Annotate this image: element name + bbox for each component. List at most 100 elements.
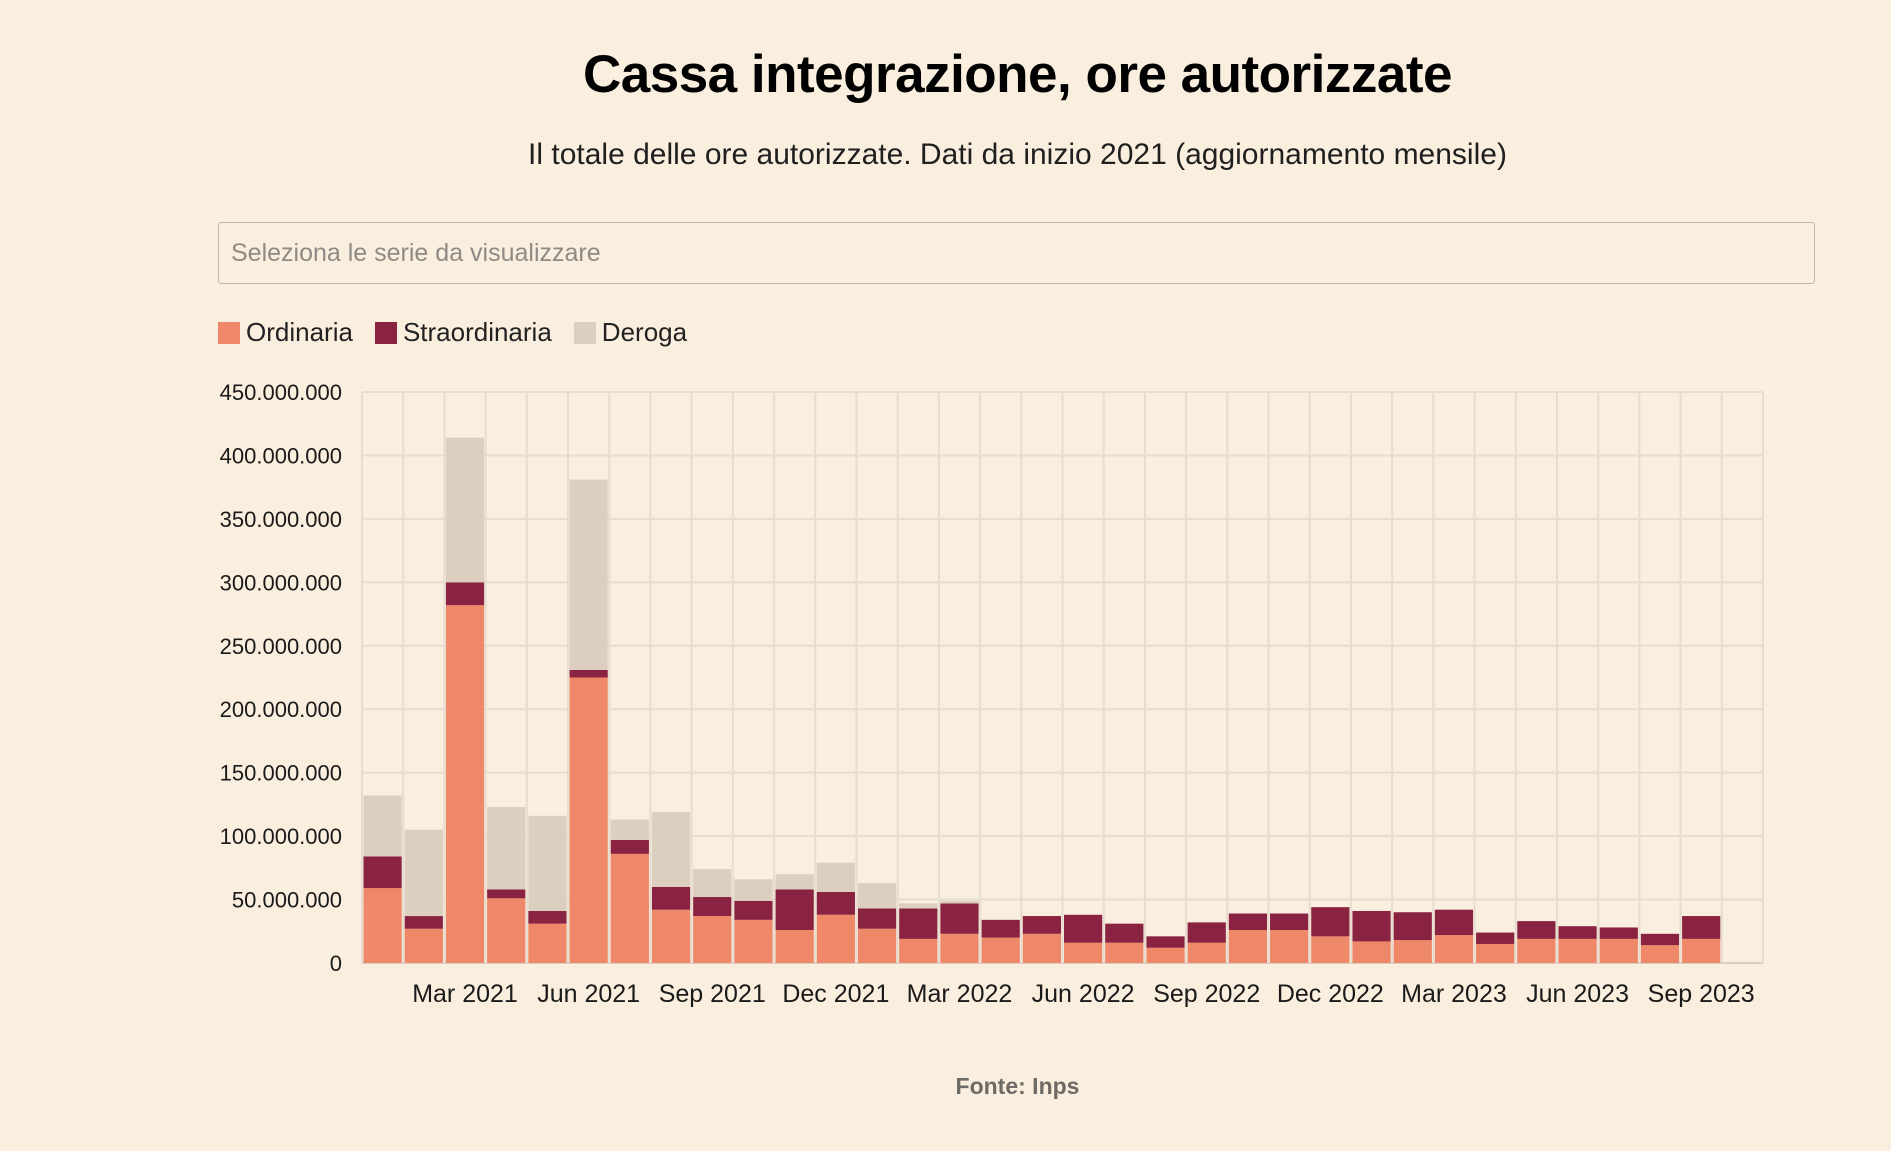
bar-straordinaria [1558,926,1597,939]
y-tick-label: 150.000.000 [220,761,342,786]
bar-deroga [940,900,979,904]
bar-ordinaria [1476,943,1515,963]
bar-deroga [775,874,814,890]
bar-ordinaria [857,928,897,963]
bar-ordinaria [693,916,732,963]
bar-straordinaria [1476,932,1515,944]
bar-ordinaria [404,928,443,963]
bar-ordinaria [1352,941,1391,963]
bar-deroga [734,879,773,901]
legend-label-straordinaria: Straordinaria [402,317,552,347]
bar-straordinaria [1517,921,1556,939]
bar-straordinaria [487,889,526,899]
bar-ordinaria [445,605,485,963]
x-tick-label: Mar 2023 [1401,980,1507,1008]
bar-ordinaria [1146,947,1185,963]
x-tick-label: Sep 2022 [1153,980,1260,1008]
bar-straordinaria [1682,916,1721,939]
bar-ordinaria [1682,938,1721,963]
bar-straordinaria [1434,909,1474,936]
legend-item-ordinaria[interactable]: Ordinaria [218,317,353,348]
bar-ordinaria [1228,930,1268,963]
x-tick-label: Jun 2023 [1526,980,1629,1008]
bar-straordinaria [651,886,691,910]
y-tick-label: 0 [330,951,342,976]
bar-deroga [899,903,938,909]
bar-ordinaria [1105,942,1144,963]
bar-straordinaria [1228,913,1268,931]
bar-straordinaria [1311,907,1350,937]
chart-subtitle: Il totale delle ore autorizzate. Dati da… [528,138,1507,171]
bar-straordinaria [445,582,485,606]
bar-ordinaria [1640,945,1680,963]
bar-straordinaria [734,900,773,920]
bar-deroga [569,479,608,670]
bar-ordinaria [363,888,402,963]
bar-ordinaria [816,914,855,963]
bar-straordinaria [569,669,608,678]
bar-deroga [445,437,485,583]
bar-ordinaria [528,923,567,963]
x-tick-label: Sep 2021 [659,980,766,1008]
bar-straordinaria [363,856,402,889]
bar-ordinaria [1270,930,1309,963]
bar-ordinaria [1434,935,1474,963]
y-tick-label: 100.000.000 [220,824,342,849]
bar-deroga [363,795,402,857]
bar-straordinaria [981,919,1020,938]
bar-deroga [651,812,691,887]
bar-straordinaria [1146,936,1185,948]
bar-ordinaria [569,677,608,963]
bar-straordinaria [899,908,938,939]
series-select-input[interactable] [218,222,1815,284]
bar-straordinaria [1270,913,1309,931]
bar-ordinaria [1599,938,1638,963]
bar-ordinaria [981,937,1020,963]
legend-item-straordinaria[interactable]: Straordinaria [374,317,552,348]
y-tick-label: 200.000.000 [220,697,342,722]
bar-straordinaria [610,839,649,854]
bar-straordinaria [940,903,979,934]
bar-straordinaria [1640,933,1680,946]
legend-item-deroga[interactable]: Deroga [573,317,688,348]
x-tick-label: Dec 2021 [782,980,889,1008]
bar-straordinaria [857,908,897,929]
bar-ordinaria [734,919,773,963]
y-tick-label: 400.000.000 [220,443,342,468]
bar-straordinaria [528,910,567,924]
y-tick-label: 50.000.000 [232,888,342,913]
bar-deroga [528,815,567,911]
bar-ordinaria [1064,942,1103,963]
source-note: Fonte: Inps [955,1073,1080,1099]
bar-ordinaria [1393,940,1432,963]
bar-ordinaria [775,930,814,963]
bar-straordinaria [1187,922,1226,943]
chart-legend: Ordinaria Straordinaria Deroga [218,317,709,348]
bar-straordinaria [1599,927,1638,939]
bar-straordinaria [816,891,855,915]
bar-ordinaria [1022,933,1061,963]
bar-ordinaria [1517,938,1556,963]
legend-label-ordinaria: Ordinaria [246,317,353,347]
bar-deroga [857,883,897,909]
x-tick-label: Jun 2022 [1032,980,1135,1008]
chart-title: Cassa integrazione, ore autorizzate [582,45,1453,104]
legend-label-deroga: Deroga [601,317,688,347]
bar-straordinaria [693,897,732,917]
bar-straordinaria [1393,912,1432,941]
bar-ordinaria [610,853,649,963]
bar-deroga [610,819,649,840]
bar-ordinaria [1558,938,1597,963]
bar-deroga [404,829,443,917]
bar-deroga [487,806,526,890]
x-tick-label: Mar 2021 [412,980,518,1008]
bar-ordinaria [899,938,938,963]
bar-straordinaria [1352,910,1391,942]
bar-ordinaria [651,909,691,963]
bar-deroga [816,862,855,892]
bar-straordinaria [1022,916,1061,934]
bar-ordinaria [1187,942,1226,963]
bar-straordinaria [404,916,443,929]
bar-straordinaria [1105,923,1144,943]
